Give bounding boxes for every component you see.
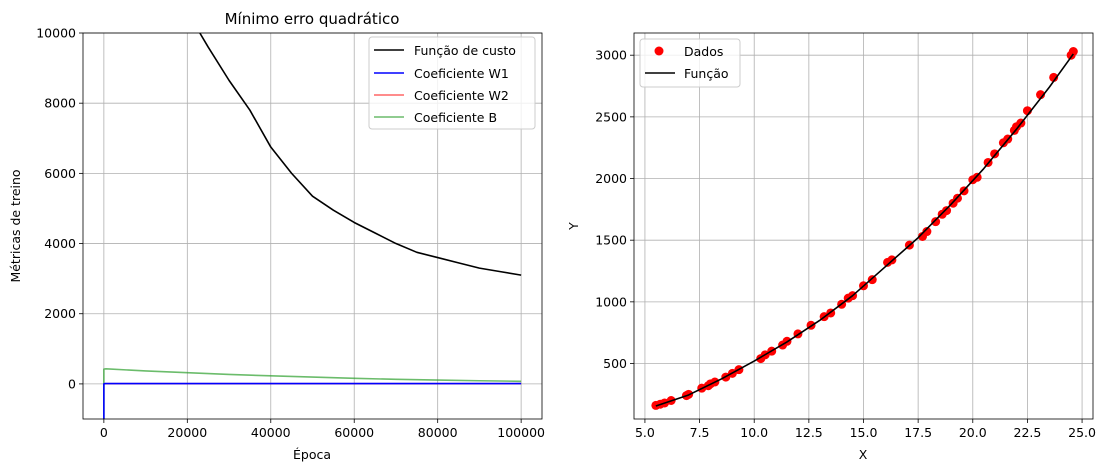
x-tick-label: 80000 — [418, 425, 458, 440]
y-tick-label: 2000 — [595, 171, 627, 186]
y-tick-label: 1000 — [595, 294, 627, 309]
legend-swatch — [654, 46, 664, 56]
y-axis-label: Y — [566, 222, 581, 231]
x-tick-label: 40000 — [251, 425, 291, 440]
data-point — [922, 227, 932, 237]
series-line-coeficiente-b — [103, 368, 522, 419]
data-point — [867, 275, 877, 285]
x-ticks: 0 20000 40000 60000 80000 100000 — [100, 419, 545, 440]
y-tick-label: 2500 — [595, 109, 627, 124]
data-point — [931, 217, 941, 227]
y-tick-label: 0 — [68, 376, 76, 391]
legend-label: Função — [684, 66, 729, 81]
legend: Dados Função — [639, 38, 741, 88]
x-tick-label: 20.0 — [959, 425, 987, 440]
legend-label: Função de custo — [414, 43, 516, 58]
x-axis-label: Época — [293, 447, 331, 462]
x-tick-label: 12.5 — [795, 425, 823, 440]
legend-label: Coeficiente W2 — [414, 88, 509, 103]
series-line-coeficiente-w1 — [103, 382, 522, 419]
y-axis-label: Métricas de treino — [8, 169, 23, 282]
plot-area — [103, 33, 522, 419]
x-tick-label: 0 — [100, 425, 108, 440]
chart-fit: 5.0 7.5 10.0 12.5 15.0 17.5 20.0 22.5 25.0 500 10… — [566, 32, 1096, 462]
x-tick-label: 10.0 — [740, 425, 768, 440]
chart-cost: Mínimo erro quadrático 0 20000 40000 60000 8… — [8, 10, 545, 462]
y-tick-label: 1500 — [595, 233, 627, 248]
y-tick-label: 6000 — [44, 166, 76, 181]
y-ticks: 500 1000 1500 2000 2500 3000 — [595, 48, 634, 371]
x-tick-label: 60000 — [334, 425, 374, 440]
x-tick-label: 22.5 — [1014, 425, 1042, 440]
legend: Função de custo Coeficiente W1 Coeficien… — [368, 36, 536, 130]
series-line-fun-o-de-custo — [199, 33, 522, 276]
data-point — [972, 172, 982, 182]
x-tick-label: 17.5 — [904, 425, 932, 440]
plot-area — [651, 47, 1078, 410]
legend-label: Coeficiente B — [414, 110, 497, 125]
x-tick-label: 100000 — [497, 425, 545, 440]
fit-line — [655, 53, 1074, 407]
x-tick-label: 20000 — [167, 425, 207, 440]
y-tick-label: 8000 — [44, 96, 76, 111]
legend-label: Dados — [684, 44, 723, 59]
y-tick-label: 10000 — [36, 26, 76, 41]
y-tick-label: 500 — [603, 356, 627, 371]
x-tick-label: 7.5 — [690, 425, 710, 440]
x-tick-label: 15.0 — [850, 425, 878, 440]
y-ticks: 0 2000 4000 6000 8000 10000 — [36, 26, 83, 391]
legend-label: Coeficiente W1 — [414, 66, 509, 81]
y-tick-label: 3000 — [595, 48, 627, 63]
y-tick-label: 2000 — [44, 306, 76, 321]
x-axis-label: X — [859, 447, 868, 462]
legend-box — [368, 36, 536, 130]
x-ticks: 5.0 7.5 10.0 12.5 15.0 17.5 20.0 22.5 25.0 — [635, 419, 1096, 440]
data-point — [1036, 90, 1046, 100]
y-tick-label: 4000 — [44, 236, 76, 251]
chart-title: Mínimo erro quadrático — [225, 10, 400, 28]
axes-frame — [82, 32, 543, 420]
x-tick-label: 25.0 — [1068, 425, 1096, 440]
data-point — [942, 206, 952, 216]
data-point — [1049, 72, 1059, 82]
x-grid — [644, 33, 1083, 419]
x-tick-label: 5.0 — [635, 425, 655, 440]
data-point — [1068, 47, 1078, 56]
legend-box — [639, 38, 741, 88]
